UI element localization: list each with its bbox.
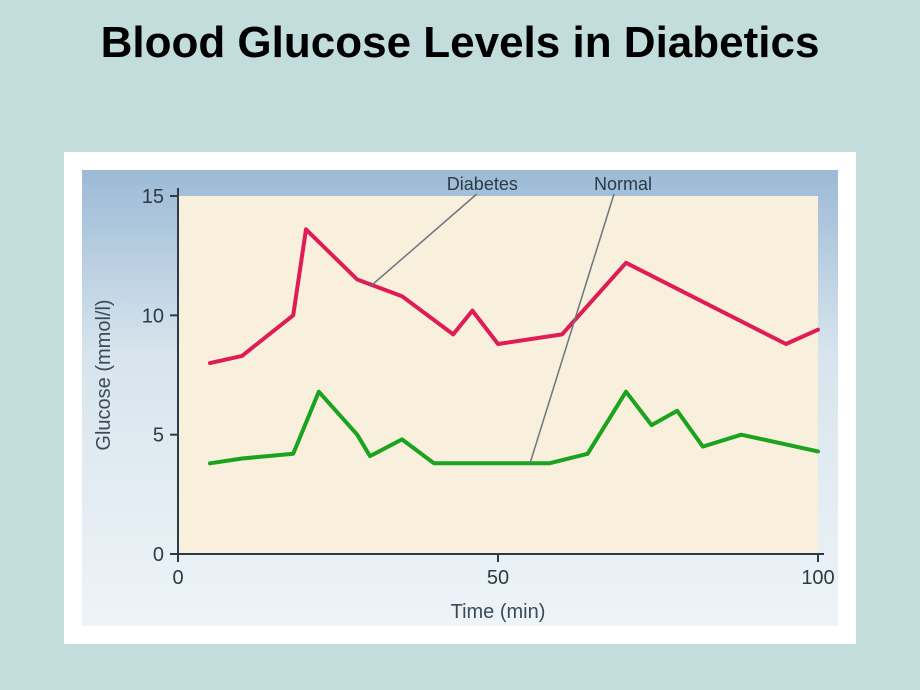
legend-normal-label: Normal [594, 174, 652, 194]
chart-frame: 0 5 10 15 0 50 100 Time (min) Glucose (mmol/l) Di… [64, 152, 856, 644]
chart-plot-area: 0 5 10 15 0 50 100 Time (min) Glucose (mmol/l) Di… [82, 170, 838, 626]
y-tick-label: 5 [153, 425, 164, 447]
y-axis-label: Glucose (mmol/l) [93, 299, 115, 450]
x-tick-label: 100 [801, 567, 834, 589]
y-tick-label: 10 [142, 305, 164, 327]
plot-background [178, 196, 818, 554]
y-tick-label: 0 [153, 544, 164, 566]
y-tick-label: 15 [142, 186, 164, 208]
x-axis-label: Time (min) [451, 601, 546, 623]
chart-svg: 0 5 10 15 0 50 100 Time (min) Glucose (mmol/l) Di… [82, 170, 838, 626]
legend-diabetes-label: Diabetes [447, 174, 518, 194]
page-title: Blood Glucose Levels in Diabetics [0, 18, 920, 69]
x-tick-label: 0 [172, 567, 183, 589]
slide: Blood Glucose Levels in Diabetics 0 5 10 15… [0, 0, 920, 690]
x-tick-label: 50 [487, 567, 509, 589]
